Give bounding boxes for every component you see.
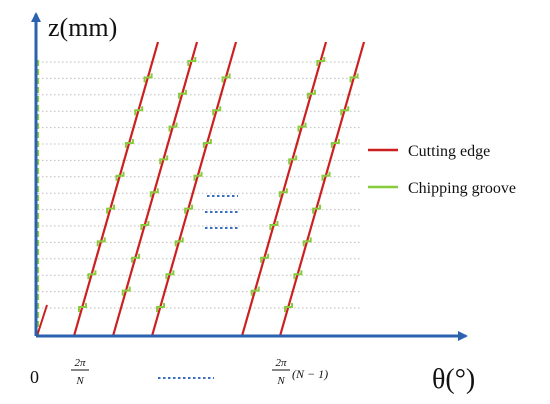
chipping-grooves xyxy=(78,57,359,312)
legend-chipping-groove-label: Chipping groove xyxy=(408,180,516,197)
chipping-groove-mark xyxy=(140,221,150,230)
chipping-groove-mark xyxy=(177,89,187,99)
chipping-groove-mark xyxy=(106,204,116,214)
z-axis-label: z(mm) xyxy=(48,13,117,42)
chipping-groove-mark xyxy=(165,270,175,280)
cutting-edge xyxy=(72,41,160,337)
chipping-groove-mark xyxy=(143,73,153,83)
chipping-groove-mark xyxy=(293,270,303,280)
cutting-edge xyxy=(240,41,328,337)
chipping-groove-mark xyxy=(159,155,169,165)
chipping-groove-mark xyxy=(321,171,331,181)
chipping-groove-mark xyxy=(278,188,288,198)
chipping-groove-mark xyxy=(202,139,212,148)
chipping-groove-mark xyxy=(349,73,359,83)
svg-text:N: N xyxy=(75,375,84,387)
cutting-edge xyxy=(111,41,199,337)
chipping-groove-mark xyxy=(221,73,231,83)
svg-text:2π: 2π xyxy=(74,357,86,369)
chipping-groove-mark xyxy=(340,106,350,116)
chipping-groove-mark xyxy=(306,89,316,99)
svg-text:2π: 2π xyxy=(275,357,287,369)
chipping-groove-mark xyxy=(96,237,106,247)
chipping-groove-mark xyxy=(149,188,159,198)
chipping-groove-mark xyxy=(115,171,125,181)
chipping-groove-mark xyxy=(174,237,184,247)
chipping-groove-mark xyxy=(134,106,144,116)
tick-label-first: 2π N xyxy=(71,357,89,387)
chipping-groove-mark xyxy=(288,155,298,165)
legend: Cutting edge Chipping groove xyxy=(368,143,516,197)
edges-ellipsis xyxy=(205,195,238,229)
cutting-edges xyxy=(36,41,366,337)
chipping-groove-mark xyxy=(131,253,141,263)
chipping-groove-mark xyxy=(121,286,131,296)
chipping-groove-mark xyxy=(193,171,203,181)
chipping-groove-mark xyxy=(124,139,134,148)
chipping-groove-mark xyxy=(156,303,165,312)
chipping-groove-mark xyxy=(184,204,194,214)
chipping-groove-mark xyxy=(87,270,97,280)
chipping-groove-mark xyxy=(260,253,270,263)
chipping-groove-mark xyxy=(302,237,312,247)
chipping-groove-mark xyxy=(284,303,293,312)
theta-axis-label: θ(°) xyxy=(432,364,475,395)
svg-text:(N − 1): (N − 1) xyxy=(292,367,328,381)
chipping-groove-mark xyxy=(187,57,197,66)
cutting-edge xyxy=(150,41,238,337)
chipping-groove-mark xyxy=(250,286,260,296)
legend-cutting-edge-label: Cutting edge xyxy=(408,143,490,160)
chipping-groove-mark xyxy=(269,221,279,230)
origin-label: 0 xyxy=(30,367,39,387)
chipping-groove-mark xyxy=(312,204,322,214)
chipping-groove-mark xyxy=(297,122,307,132)
chipping-groove-mark xyxy=(330,139,340,148)
chipping-groove-mark xyxy=(316,57,326,66)
svg-text:N: N xyxy=(276,375,285,387)
cutting-edge xyxy=(278,41,366,337)
cutting-edge-start xyxy=(36,304,48,337)
chipping-groove-mark xyxy=(78,303,87,312)
chipping-groove-mark xyxy=(168,122,178,132)
chipping-groove-mark xyxy=(212,106,222,116)
tick-label-last: 2π N (N − 1) xyxy=(272,357,328,387)
dotted-reference-lines xyxy=(38,61,360,309)
